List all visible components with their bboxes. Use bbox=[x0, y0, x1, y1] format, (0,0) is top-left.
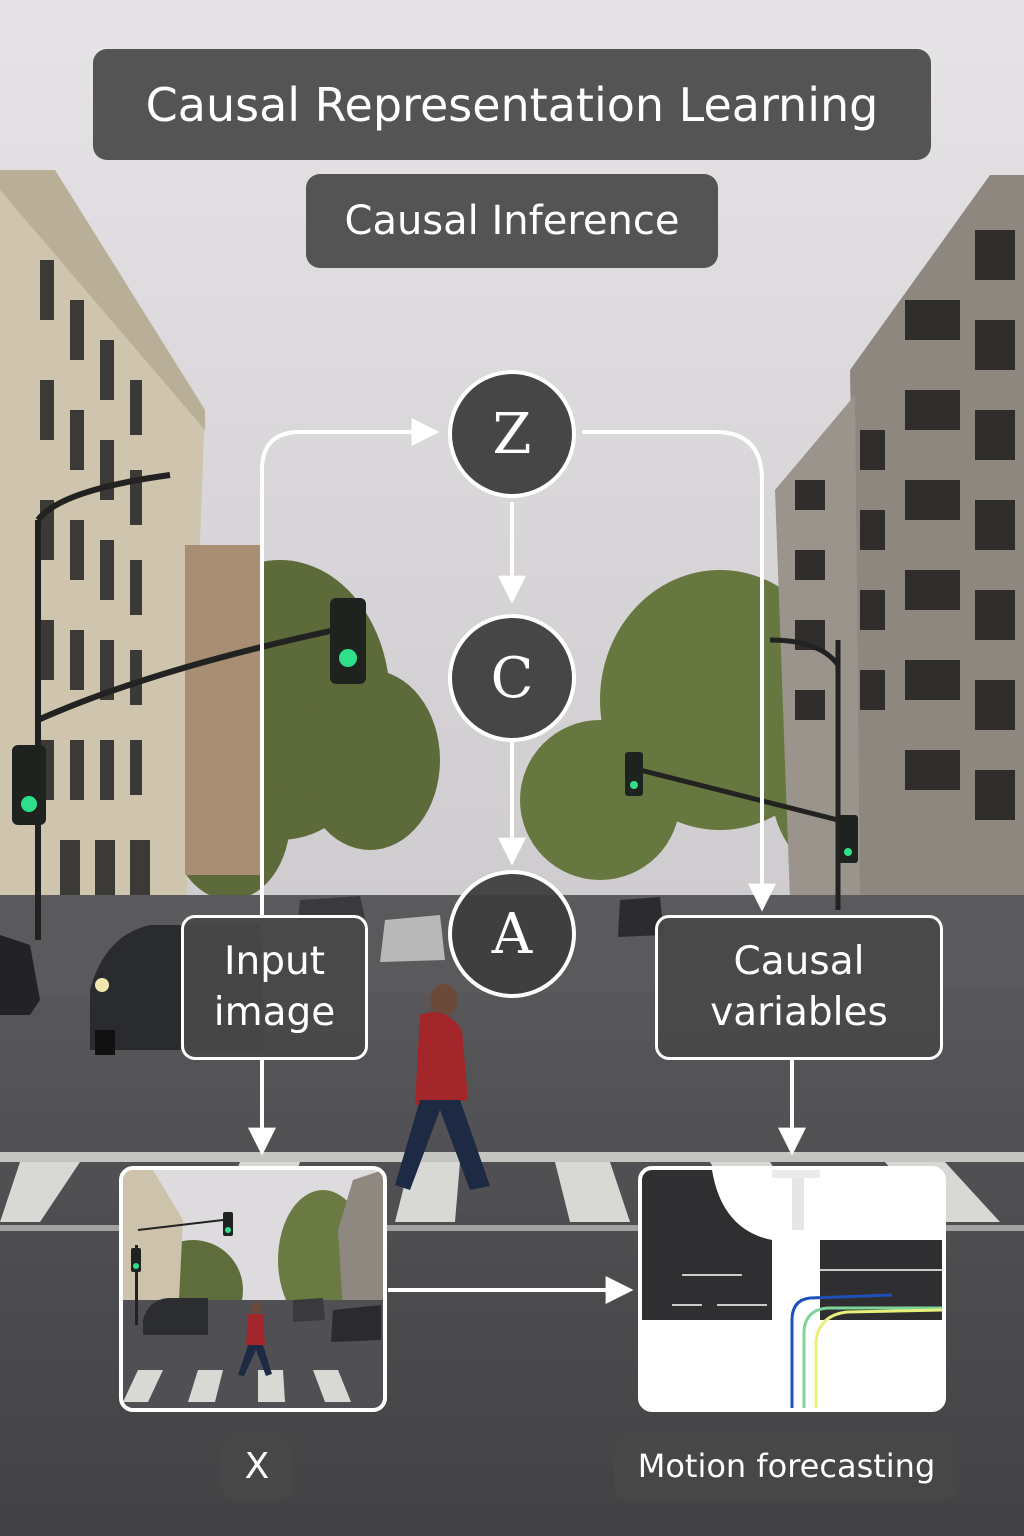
traffic-light-icon bbox=[330, 598, 366, 684]
x-label-box: X bbox=[221, 1432, 293, 1500]
pedestrian-icon bbox=[395, 984, 490, 1190]
input-image-box: Input image bbox=[181, 915, 368, 1060]
motion-forecasting-label: Motion forecasting bbox=[637, 1447, 936, 1485]
causal-variables-label: Causal variables bbox=[710, 938, 888, 1035]
diagram-subtitle-text: Causal Inference bbox=[344, 198, 680, 244]
causal-variables-box: Causal variables bbox=[655, 915, 943, 1060]
node-z-label: Z bbox=[492, 401, 532, 467]
diagram-title-text: Causal Representation Learning bbox=[145, 77, 879, 132]
traffic-light-icon bbox=[838, 815, 858, 863]
node-c: C bbox=[448, 614, 576, 742]
traffic-light-icon bbox=[12, 745, 46, 825]
input-image-label: Input image bbox=[213, 938, 336, 1035]
building-mid-left bbox=[185, 545, 260, 875]
forecast-map bbox=[642, 1170, 942, 1408]
car-icon bbox=[380, 915, 445, 962]
diagram-subtitle: Causal Inference bbox=[306, 174, 718, 268]
car-icon bbox=[0, 935, 40, 1015]
node-z: Z bbox=[448, 370, 576, 498]
car-icon bbox=[618, 897, 664, 937]
motion-forecasting-box: Motion forecasting bbox=[614, 1432, 959, 1500]
node-a-label: A bbox=[491, 901, 533, 967]
car-icon bbox=[298, 896, 365, 920]
traffic-light-icon bbox=[625, 752, 643, 796]
traffic-light-left bbox=[35, 472, 336, 940]
diagram-title: Causal Representation Learning bbox=[93, 49, 931, 160]
building-left bbox=[0, 170, 205, 960]
motion-forecasting-map bbox=[638, 1166, 946, 1412]
x-label: X bbox=[244, 1445, 270, 1487]
input-image-scene bbox=[123, 1170, 383, 1408]
node-a: A bbox=[448, 870, 576, 998]
arrow-z-to-causal bbox=[582, 430, 776, 912]
arrow-input-to-z bbox=[260, 418, 440, 915]
node-c-label: C bbox=[490, 645, 534, 711]
input-image-thumbnail bbox=[119, 1166, 387, 1412]
